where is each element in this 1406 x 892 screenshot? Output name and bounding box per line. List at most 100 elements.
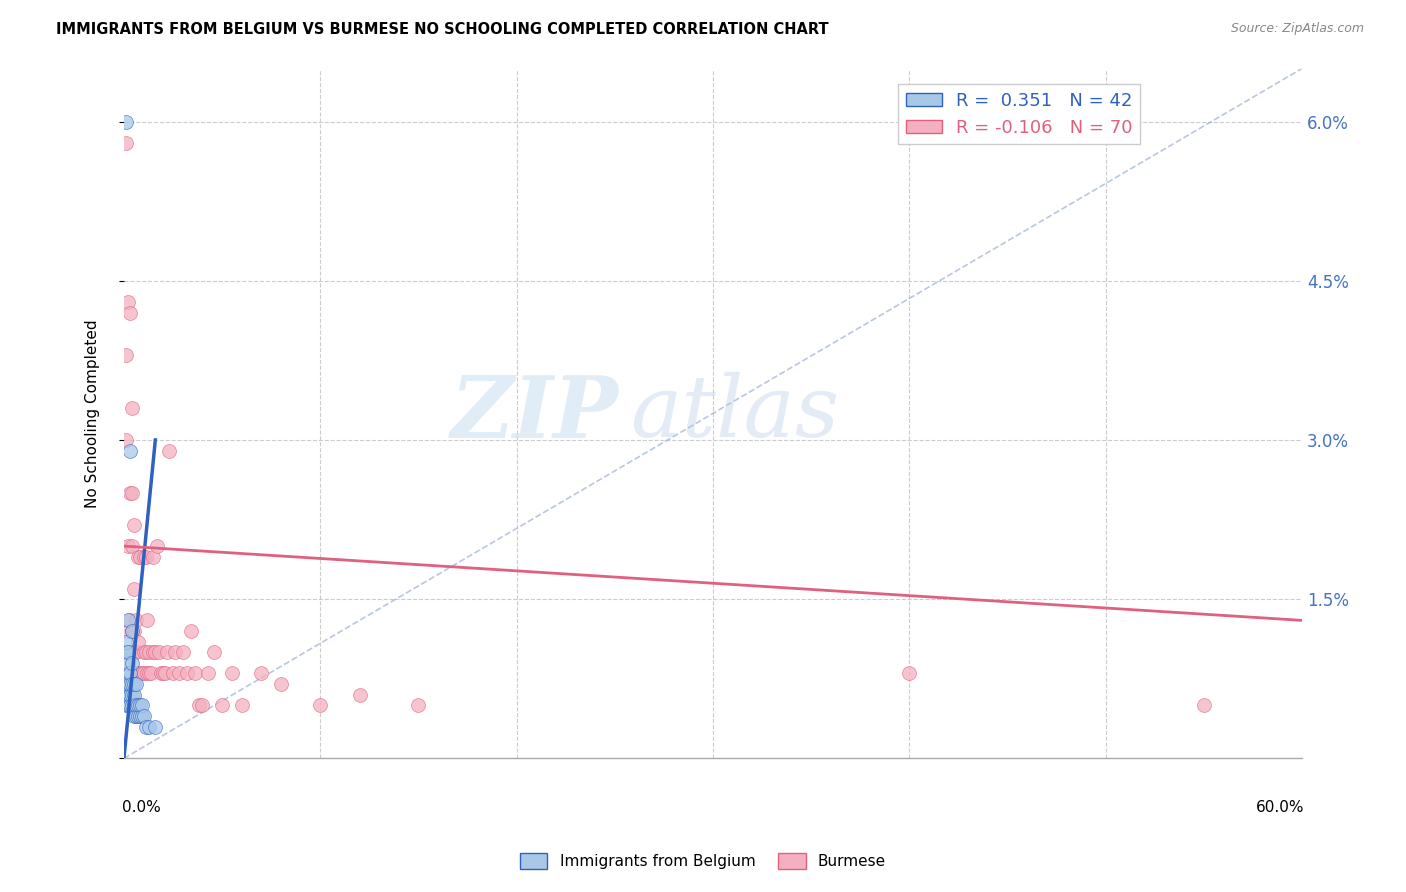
Point: [138, 645, 160, 659]
Point: [231, 698, 253, 713]
Legend: R =  0.351   N = 42, R = -0.106   N = 70: R = 0.351 N = 42, R = -0.106 N = 70: [898, 85, 1140, 144]
Point: [121, 486, 143, 500]
Point: [118, 645, 141, 659]
Point: [121, 698, 143, 713]
Point: [117, 677, 139, 691]
Point: [122, 688, 145, 702]
Point: [163, 645, 186, 659]
Point: [128, 549, 150, 564]
Point: [134, 549, 156, 564]
Point: [250, 666, 273, 681]
Point: [153, 666, 176, 681]
Point: [162, 666, 184, 681]
Point: [117, 698, 139, 713]
Point: [127, 634, 149, 648]
Point: [122, 582, 145, 596]
Point: [128, 666, 150, 681]
Point: [118, 677, 141, 691]
Point: [121, 539, 143, 553]
Point: [187, 698, 209, 713]
Point: [125, 666, 148, 681]
Point: [172, 645, 194, 659]
Point: [150, 666, 173, 681]
Point: [125, 613, 148, 627]
Text: atlas: atlas: [630, 372, 839, 455]
Point: [309, 698, 332, 713]
Point: [122, 517, 145, 532]
Point: [127, 698, 149, 713]
Point: [148, 645, 170, 659]
Point: [125, 677, 148, 691]
Point: [122, 645, 145, 659]
Point: [115, 433, 138, 447]
Point: [136, 613, 159, 627]
Point: [115, 645, 138, 659]
Point: [115, 348, 138, 362]
Point: [115, 136, 138, 150]
Point: [138, 719, 160, 733]
Point: [117, 539, 139, 553]
Point: [118, 486, 141, 500]
Point: [115, 666, 138, 681]
Point: [118, 698, 141, 713]
Point: [118, 443, 141, 458]
Point: [122, 698, 145, 713]
Point: [115, 114, 138, 128]
Point: [211, 698, 233, 713]
Point: [117, 295, 139, 310]
Point: [117, 624, 139, 638]
Point: [176, 666, 198, 681]
Point: [122, 624, 145, 638]
Point: [127, 709, 149, 723]
Point: [115, 634, 138, 648]
Point: [125, 698, 148, 713]
Point: [221, 666, 243, 681]
Point: [125, 645, 148, 659]
Point: [117, 645, 139, 659]
Point: [115, 698, 138, 713]
Point: [121, 624, 143, 638]
Point: [132, 666, 155, 681]
Point: [142, 645, 165, 659]
Point: [118, 305, 141, 319]
Point: [134, 645, 156, 659]
Point: [115, 688, 138, 702]
Point: [131, 666, 153, 681]
Point: [152, 666, 174, 681]
Point: [121, 645, 143, 659]
Point: [121, 656, 143, 670]
Point: [115, 688, 138, 702]
Point: [132, 549, 155, 564]
Point: [157, 443, 180, 458]
Point: [128, 709, 150, 723]
Point: [132, 645, 155, 659]
Point: [131, 709, 153, 723]
Point: [1192, 698, 1215, 713]
Point: [898, 666, 921, 681]
Point: [191, 698, 214, 713]
Y-axis label: No Schooling Completed: No Schooling Completed: [86, 319, 100, 508]
Point: [183, 666, 205, 681]
Point: [121, 624, 143, 638]
Point: [127, 549, 149, 564]
Point: [349, 688, 371, 702]
Text: 0.0%: 0.0%: [121, 800, 160, 814]
Point: [115, 645, 138, 659]
Point: [141, 666, 163, 681]
Text: IMMIGRANTS FROM BELGIUM VS BURMESE NO SCHOOLING COMPLETED CORRELATION CHART: IMMIGRANTS FROM BELGIUM VS BURMESE NO SC…: [56, 22, 830, 37]
Point: [117, 613, 139, 627]
Point: [118, 613, 141, 627]
Point: [121, 688, 143, 702]
Point: [270, 677, 292, 691]
Point: [122, 709, 145, 723]
Text: Source: ZipAtlas.com: Source: ZipAtlas.com: [1230, 22, 1364, 36]
Point: [132, 709, 155, 723]
Point: [128, 698, 150, 713]
Point: [143, 645, 166, 659]
Legend: Immigrants from Belgium, Burmese: Immigrants from Belgium, Burmese: [513, 847, 893, 875]
Point: [125, 709, 148, 723]
Point: [146, 539, 169, 553]
Point: [118, 688, 141, 702]
Point: [143, 719, 166, 733]
Point: [127, 666, 149, 681]
